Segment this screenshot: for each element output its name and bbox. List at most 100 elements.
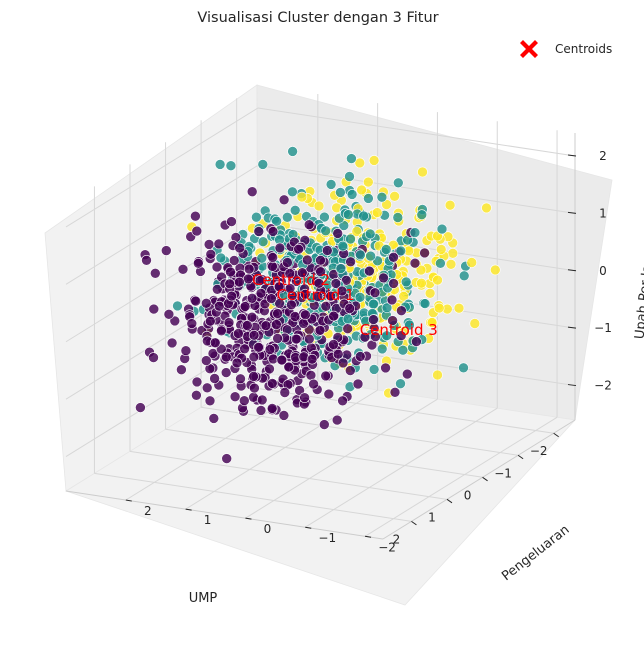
data-point xyxy=(392,212,404,223)
data-point xyxy=(330,278,342,289)
y-tick xyxy=(185,508,192,511)
centroid-label: Centroid 3 xyxy=(360,321,438,339)
data-point xyxy=(320,300,332,312)
x-tick-label: 2 xyxy=(393,532,401,546)
grid-y-floor xyxy=(185,389,378,510)
data-point xyxy=(260,320,272,332)
data-point xyxy=(344,171,355,182)
data-point xyxy=(278,194,290,206)
data-point xyxy=(380,362,391,374)
grid-z-back xyxy=(257,164,576,214)
data-point xyxy=(211,261,223,273)
data-point xyxy=(193,257,204,269)
data-point xyxy=(371,207,383,218)
data-point xyxy=(191,389,202,401)
data-point xyxy=(351,226,363,237)
data-point xyxy=(257,159,269,170)
data-point xyxy=(436,223,448,235)
data-point xyxy=(306,353,318,365)
data-point xyxy=(229,391,241,403)
data-point xyxy=(331,414,343,426)
grid-x-floor xyxy=(165,428,483,478)
data-point xyxy=(284,283,296,294)
data-point xyxy=(239,343,250,355)
data-point xyxy=(293,243,304,255)
data-point xyxy=(314,324,326,336)
data-point xyxy=(352,378,364,390)
data-point xyxy=(320,225,332,237)
data-point xyxy=(225,160,237,171)
data-point xyxy=(363,193,374,204)
data-point xyxy=(342,323,354,335)
data-point xyxy=(301,254,313,266)
data-point xyxy=(205,249,217,260)
data-point xyxy=(220,367,232,378)
data-point xyxy=(388,251,399,263)
grid-z-back xyxy=(257,107,576,157)
data-point xyxy=(271,319,282,330)
y-axis-label: Pengeluaran xyxy=(499,522,572,584)
data-point xyxy=(313,200,325,212)
data-point xyxy=(264,363,275,375)
data-point xyxy=(289,311,301,322)
z-axis-label: Upah Per Jam xyxy=(632,251,644,340)
data-point xyxy=(432,274,443,286)
data-point xyxy=(337,395,348,407)
data-point xyxy=(257,236,269,247)
data-point xyxy=(253,226,265,237)
data-point xyxy=(176,364,187,376)
y-tick xyxy=(364,535,372,538)
data-point xyxy=(234,242,245,254)
data-point xyxy=(320,370,332,382)
legend-centroid-marker xyxy=(520,40,538,58)
data-point xyxy=(267,252,279,263)
x-tick xyxy=(553,432,559,438)
data-point xyxy=(400,276,412,288)
data-point xyxy=(325,179,337,190)
data-point xyxy=(290,333,302,345)
data-point xyxy=(223,317,235,328)
data-point xyxy=(396,305,407,317)
data-point xyxy=(354,157,366,169)
data-point xyxy=(387,315,398,326)
data-point xyxy=(287,186,298,198)
data-point xyxy=(335,187,346,198)
data-point xyxy=(404,319,415,331)
z-tick xyxy=(567,326,577,329)
data-point xyxy=(150,267,161,279)
data-point xyxy=(248,329,260,341)
x-tick-label: −1 xyxy=(494,466,512,480)
data-point xyxy=(148,303,160,315)
data-point xyxy=(249,382,260,394)
data-point xyxy=(447,248,459,259)
data-point xyxy=(369,287,381,299)
grid-x-floor xyxy=(201,406,519,456)
data-point xyxy=(313,277,325,289)
data-point xyxy=(214,300,225,312)
data-point xyxy=(209,373,220,384)
data-point xyxy=(286,299,297,311)
data-point xyxy=(234,276,245,288)
y-tick xyxy=(125,499,132,502)
data-point xyxy=(346,189,358,200)
data-point xyxy=(481,202,492,214)
data-point xyxy=(242,320,253,331)
data-point xyxy=(346,153,357,164)
data-point xyxy=(294,385,305,396)
data-point xyxy=(344,303,356,314)
data-point xyxy=(271,215,282,227)
data-point xyxy=(432,369,443,381)
data-point xyxy=(264,344,276,355)
data-point xyxy=(395,245,407,257)
data-point xyxy=(191,225,203,237)
data-point xyxy=(328,310,339,322)
data-point xyxy=(180,345,192,357)
grid-x-floor xyxy=(94,472,412,522)
data-point xyxy=(296,191,308,203)
data-point xyxy=(321,245,333,256)
data-point xyxy=(323,388,335,400)
data-point xyxy=(226,290,237,302)
data-point xyxy=(214,159,226,170)
data-point xyxy=(368,364,380,375)
